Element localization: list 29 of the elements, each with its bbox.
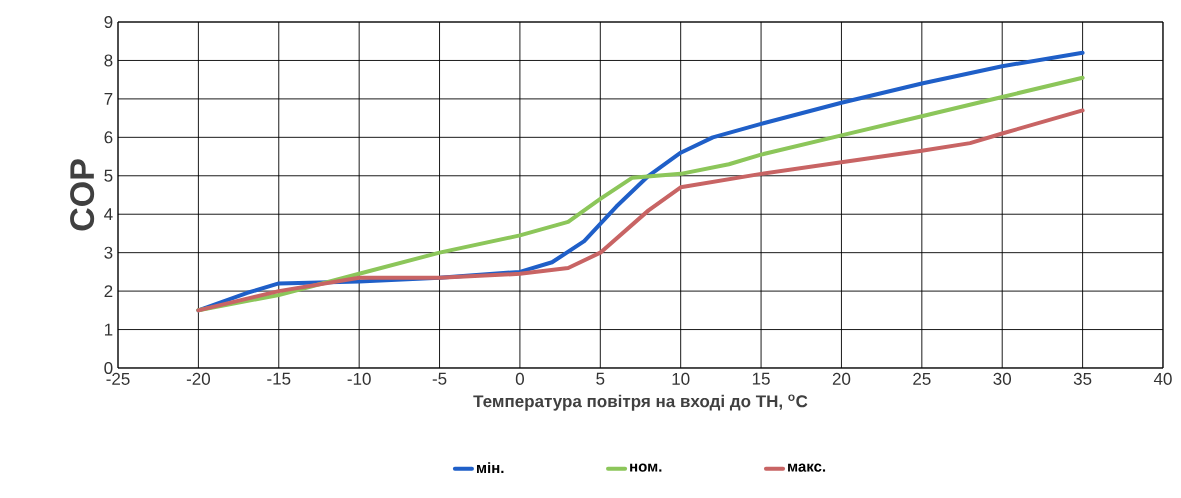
- legend-label: мін.: [477, 462, 504, 474]
- legend-label: макс.: [788, 463, 826, 472]
- x-axis-title: Температура повітря на вході до ТН, $^{o}$C: [473, 394, 808, 411]
- y-axis-title: COP: [70, 159, 95, 231]
- x-tick-label: 35: [1073, 372, 1092, 385]
- x-tick-label: -15: [267, 372, 291, 385]
- x-tick-label: 10: [672, 372, 690, 385]
- y-tick-label: 4: [104, 208, 113, 221]
- x-tick-label: 25: [913, 372, 931, 385]
- y-tick-label: 0: [104, 361, 113, 375]
- x-tick-label: -10: [347, 372, 371, 385]
- legend-label: ном.: [630, 463, 662, 472]
- x-tick-label: 40: [1153, 372, 1172, 385]
- x-tick-label: -25: [106, 372, 130, 385]
- y-tick-label: 1: [104, 323, 113, 336]
- x-tick-label: 15: [752, 372, 770, 385]
- y-tick-label: 3: [104, 246, 113, 259]
- x-tick-label: -5: [432, 372, 447, 385]
- x-tick-label: 0: [515, 372, 524, 385]
- y-tick-label: 2: [104, 285, 113, 298]
- y-tick-label: 9: [104, 15, 113, 29]
- x-tick-label: 30: [993, 372, 1012, 385]
- x-tick-label: 20: [832, 372, 851, 385]
- y-tick-label: 6: [104, 131, 113, 144]
- x-tick-label: 5: [596, 372, 605, 385]
- x-tick-label: -20: [186, 372, 211, 385]
- y-tick-label: 7: [104, 93, 113, 105]
- y-tick-label: 5: [104, 169, 113, 182]
- y-tick-label: 8: [104, 54, 113, 67]
